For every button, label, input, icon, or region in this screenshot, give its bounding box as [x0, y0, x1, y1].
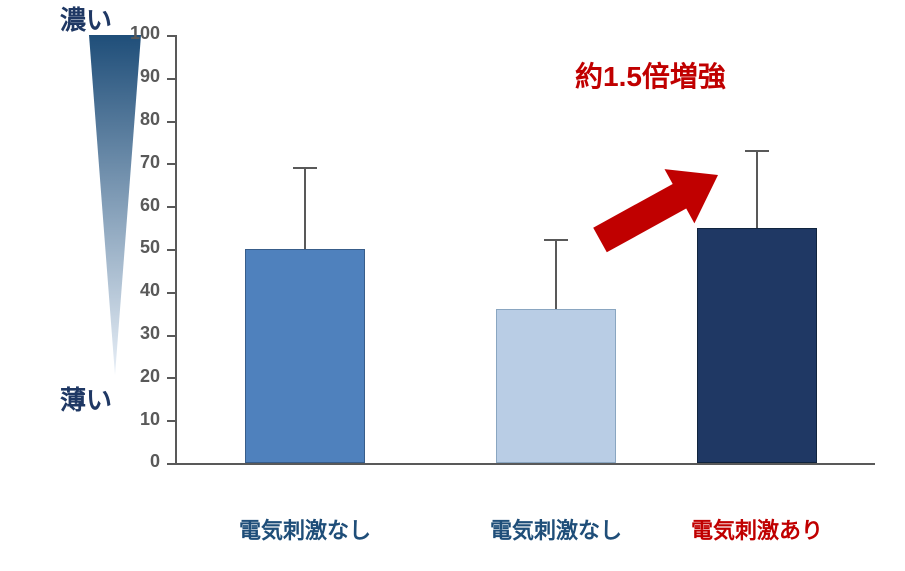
y-tick-label: 50 — [105, 237, 160, 258]
y-tick — [167, 377, 175, 379]
y-tick — [167, 206, 175, 208]
y-tick-label: 60 — [105, 195, 160, 216]
y-tick — [167, 35, 175, 37]
error-cap — [544, 239, 568, 241]
y-tick-label: 10 — [105, 409, 160, 430]
y-tick-label: 100 — [105, 23, 160, 44]
y-tick — [167, 463, 175, 465]
y-tick — [167, 78, 175, 80]
y-tick-label: 80 — [105, 109, 160, 130]
error-cap — [745, 150, 769, 152]
category-label: 電気刺激あり — [657, 513, 857, 545]
y-tick-label: 70 — [105, 152, 160, 173]
y-tick — [167, 249, 175, 251]
category-label: 電気刺激なし — [456, 513, 656, 545]
error-bar — [555, 240, 557, 308]
x-axis — [175, 463, 875, 465]
y-tick — [167, 420, 175, 422]
error-bar — [756, 151, 758, 228]
y-tick-label: 30 — [105, 323, 160, 344]
y-tick — [167, 292, 175, 294]
y-tick — [167, 163, 175, 165]
bar — [697, 228, 817, 463]
category-label: 電気刺激なし — [205, 513, 405, 545]
y-tick — [167, 335, 175, 337]
y-tick-label: 40 — [105, 280, 160, 301]
y-tick — [167, 121, 175, 123]
chart-stage: { "canvas": { "width": 905, "height": 57… — [0, 0, 905, 571]
annotation-text: 約1.5倍増強 — [575, 55, 726, 95]
error-bar — [304, 168, 306, 249]
y-tick-label: 0 — [105, 451, 160, 472]
y-axis — [175, 35, 177, 463]
y-tick-label: 90 — [105, 66, 160, 87]
error-cap — [293, 167, 317, 169]
y-tick-label: 20 — [105, 366, 160, 387]
bar — [245, 249, 365, 463]
bar — [496, 309, 616, 463]
